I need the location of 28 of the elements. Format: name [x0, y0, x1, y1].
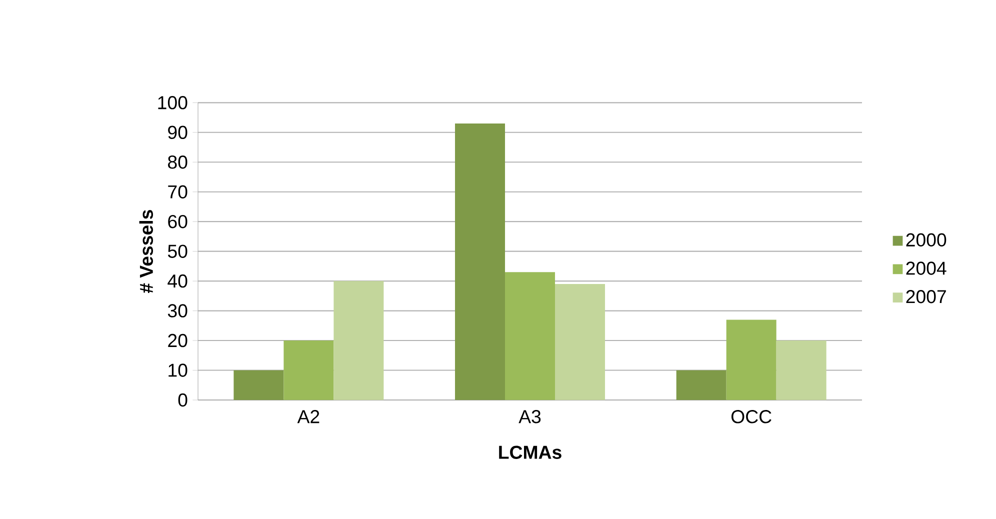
- x-axis-title: LCMAs: [499, 446, 562, 460]
- y-tick-label: 80: [168, 156, 188, 169]
- y-tick-label: 0: [178, 394, 188, 407]
- bar: [284, 340, 334, 400]
- bar: [455, 124, 506, 400]
- bar: [726, 320, 776, 400]
- y-tick-label: 40: [168, 274, 188, 288]
- bar: [505, 272, 556, 400]
- y-tick-label: 90: [168, 126, 188, 140]
- legend-label: 2004: [906, 262, 946, 276]
- y-tick-label: 10: [168, 364, 188, 378]
- legend-label: 2000: [906, 233, 946, 247]
- y-tick-label: 20: [168, 334, 188, 348]
- x-tick-label: A2: [297, 410, 320, 424]
- bar: [555, 284, 605, 400]
- y-tick-label: 30: [168, 304, 188, 318]
- y-tick-label: 60: [168, 215, 188, 228]
- y-tick-label: 50: [168, 244, 188, 258]
- bar: [334, 281, 384, 400]
- y-tick-label: 100: [158, 96, 188, 110]
- bar: [776, 340, 826, 400]
- bar: [676, 370, 726, 400]
- y-axis-title: # Vessels: [139, 210, 154, 294]
- y-tick-label: 70: [168, 185, 188, 199]
- x-tick-label: A3: [518, 410, 541, 424]
- legend-label: 2007: [906, 290, 946, 304]
- x-tick-label: OCC: [731, 410, 772, 424]
- bar: [234, 370, 284, 400]
